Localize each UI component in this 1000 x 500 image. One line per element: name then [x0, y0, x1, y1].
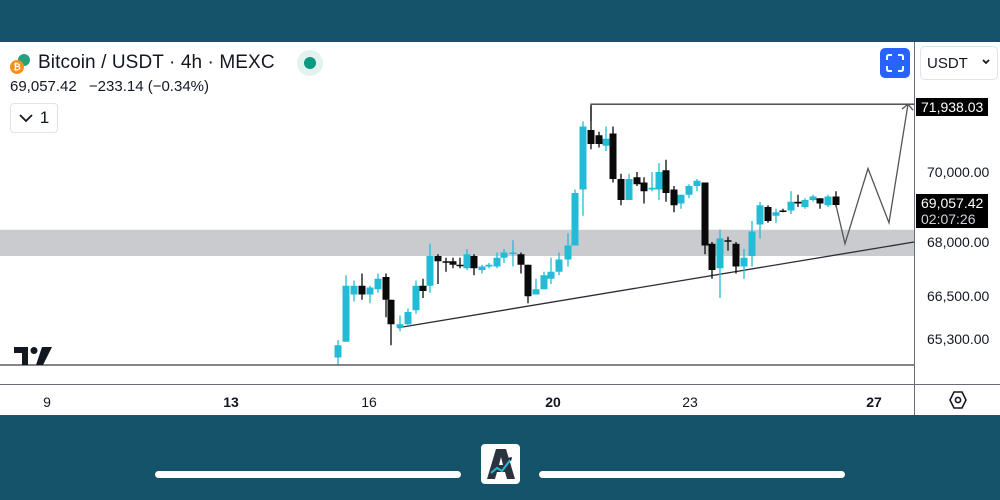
price-tick: 70,000.00: [927, 164, 990, 180]
time-scale[interactable]: 9 13 16 20 23 27: [0, 384, 914, 415]
candlestick-chart[interactable]: [0, 42, 1000, 415]
bitcoin-tether-icon: ₿: [10, 52, 34, 74]
time-tick: 13: [223, 394, 239, 410]
symbol-title[interactable]: Bitcoin / USDT · 4h · MEXC: [38, 52, 275, 73]
target-price-label: 71,938.03: [916, 98, 989, 116]
price-summary: 69,057.42 −233.14 (−0.34%): [10, 78, 323, 95]
chart-settings-button[interactable]: [914, 384, 1000, 415]
indicators-count: 1: [39, 108, 50, 127]
price-change: −233.14 (−0.34%): [88, 78, 209, 95]
time-tick: 23: [682, 394, 698, 410]
gear-hexagon-icon: [948, 391, 967, 409]
chevron-down-icon: [19, 113, 33, 122]
symbol-legend: ₿ Bitcoin / USDT · 4h · MEXC 69,057.42 −…: [10, 50, 323, 133]
candles: [334, 105, 840, 365]
indicators-toggle-button[interactable]: 1: [10, 103, 58, 133]
tradingview-logo-icon: [14, 347, 54, 370]
time-tick: 27: [866, 394, 882, 410]
divider-bar: [155, 471, 461, 478]
price-tick: 66,500.00: [927, 288, 990, 304]
price-tick: 65,300.00: [927, 331, 990, 347]
market-open-dot-icon: [296, 50, 323, 76]
bar-countdown: 02:07:26: [921, 211, 976, 227]
last-price: 69,057.42: [10, 78, 77, 95]
currency-value: USDT: [927, 54, 968, 72]
footer-bar: [0, 415, 1000, 500]
current-price-label: 69,057.42 02:07:26: [916, 194, 989, 228]
fullscreen-button[interactable]: [880, 48, 910, 78]
analyst-a-logo-icon: [481, 444, 520, 484]
price-tick: 68,000.00: [927, 234, 990, 250]
price-zone: [0, 229, 914, 256]
divider-bar: [539, 471, 845, 478]
chevron-down-icon: [982, 59, 990, 65]
time-tick: 20: [545, 394, 561, 410]
price-scale[interactable]: USDT 70,000.00 68,000.00 66,500.00 65,30…: [914, 42, 1000, 415]
time-tick: 9: [43, 394, 51, 410]
currency-select[interactable]: USDT: [920, 46, 998, 80]
projection-path: [835, 103, 914, 247]
chart-screen: ₿ Bitcoin / USDT · 4h · MEXC 69,057.42 −…: [0, 42, 1000, 415]
fullscreen-icon: [886, 54, 904, 72]
time-tick: 16: [361, 394, 377, 410]
